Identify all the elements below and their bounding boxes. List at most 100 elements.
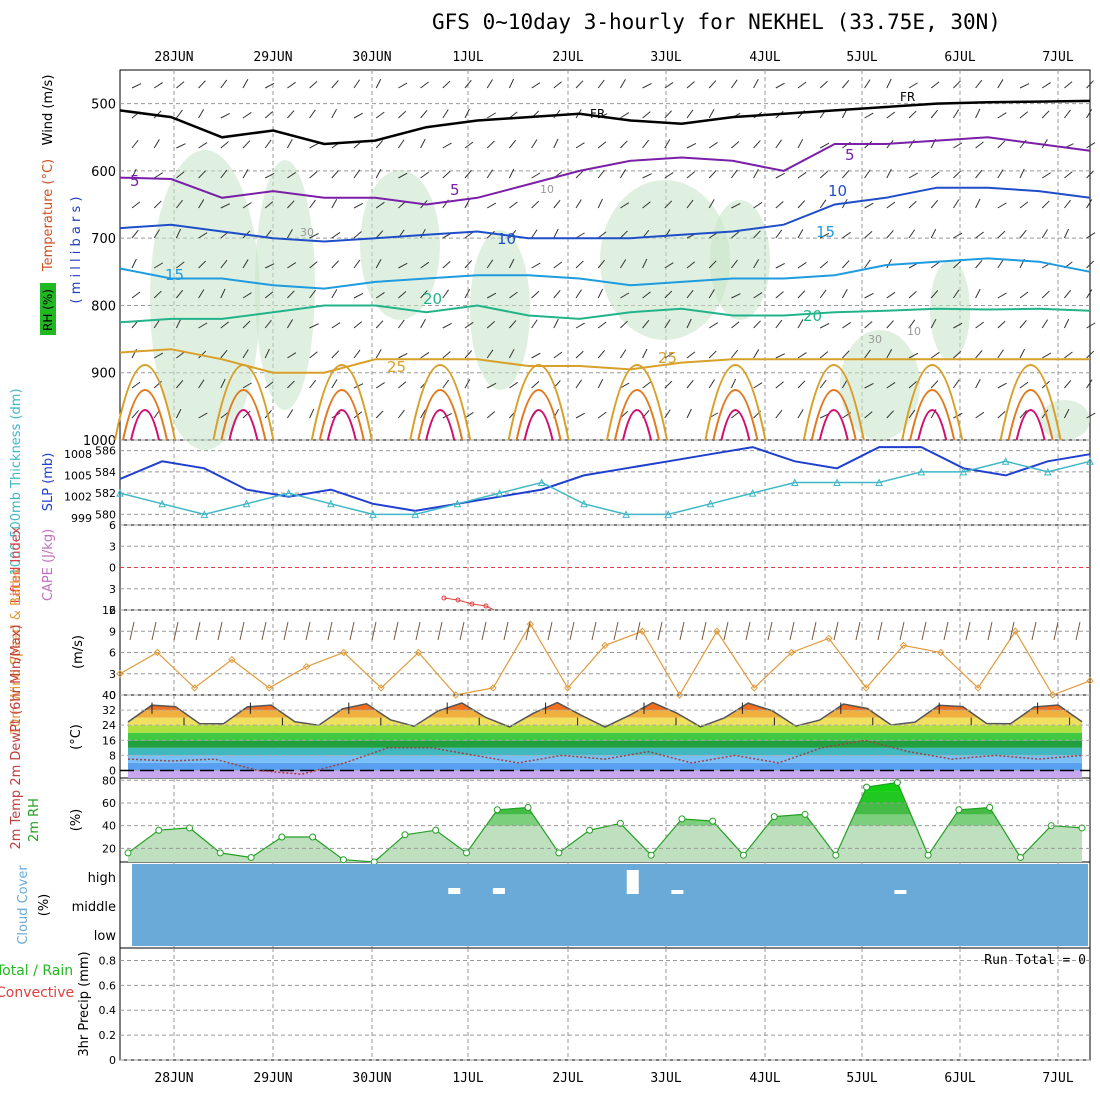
wind-barb xyxy=(464,350,473,359)
wind-barb xyxy=(642,291,651,299)
wind-barb xyxy=(908,172,918,179)
wind10-barb xyxy=(701,621,707,641)
wind-barb xyxy=(420,110,428,119)
wind10-barb xyxy=(965,621,971,641)
wind10-barb xyxy=(547,621,553,641)
wind-barb xyxy=(375,349,382,359)
wind-barb xyxy=(531,319,538,329)
wind-barb xyxy=(331,170,339,179)
lifted-index-marker xyxy=(455,597,461,603)
precip-tick-label: 0.8 xyxy=(99,954,117,967)
temp2m-line xyxy=(127,701,1083,728)
wind-barb xyxy=(886,201,896,209)
wind-barb xyxy=(597,259,605,269)
wind-tick-label: 9 xyxy=(109,625,116,638)
wind-barb xyxy=(331,108,337,119)
wind-barb xyxy=(131,291,141,299)
wind-barb xyxy=(619,79,626,89)
lifted-index-marker xyxy=(441,595,447,601)
wind10-marker xyxy=(489,684,497,692)
wind-barb xyxy=(708,322,718,329)
wind-barb xyxy=(398,172,408,179)
wind-barb xyxy=(620,230,628,239)
wind-barb xyxy=(198,109,205,119)
wind-barb xyxy=(975,350,983,359)
wind-barb xyxy=(486,320,495,329)
wind-barb xyxy=(420,261,430,269)
wind-barb xyxy=(842,260,850,269)
wind-barb xyxy=(619,259,627,269)
wind10-marker xyxy=(825,634,833,643)
wind-barb xyxy=(819,289,827,299)
precip-tick-label: 0.4 xyxy=(99,1004,117,1017)
top-date-label: 6JUL xyxy=(944,50,975,65)
wind-barb xyxy=(575,350,584,359)
wind-barb xyxy=(997,169,1004,179)
wind-barb xyxy=(708,199,715,209)
pressure-tick-label: 900 xyxy=(91,367,116,382)
wind-barb xyxy=(664,172,674,179)
wind-barb xyxy=(531,200,540,209)
rh2m-marker xyxy=(432,826,440,834)
rh2m-marker xyxy=(678,815,686,823)
wind-barb xyxy=(242,320,251,329)
isotherm-30-arc xyxy=(1007,389,1054,441)
rh2m-line xyxy=(127,781,1083,863)
wind-barb xyxy=(842,350,850,359)
wind-barb xyxy=(841,379,848,389)
wind-barb xyxy=(575,80,584,89)
wind-barb xyxy=(1086,109,1093,119)
wind-barb xyxy=(864,79,871,89)
wind-barb xyxy=(753,259,760,269)
bottom-date-label: 2JUL xyxy=(552,1071,583,1086)
wind-barb xyxy=(486,259,494,269)
wind-barb xyxy=(1041,139,1048,149)
wind-barb xyxy=(997,410,1006,419)
wind-barb xyxy=(686,199,694,209)
wind-barb xyxy=(775,353,786,359)
ylabel-rh: RH (%) xyxy=(41,289,55,331)
wind-barb xyxy=(908,352,919,359)
cloud-level-label: middle xyxy=(72,900,116,915)
wind-barb xyxy=(331,232,341,239)
wind-barb xyxy=(375,320,384,329)
wind-barb xyxy=(220,141,229,149)
wind-barb xyxy=(286,409,294,419)
rh-shading xyxy=(930,260,970,360)
temp-band xyxy=(128,717,1082,726)
wind-barb xyxy=(198,322,208,329)
wind-barb xyxy=(286,139,293,149)
wind10-marker xyxy=(1011,627,1020,635)
wind-barb xyxy=(1086,170,1094,179)
wind-barb xyxy=(664,380,673,389)
rh2m-marker xyxy=(524,804,532,812)
wind-barb xyxy=(176,199,183,209)
top-date-label: 5JUL xyxy=(846,50,877,65)
wind-barb xyxy=(175,228,182,239)
wind-tick-label: 6 xyxy=(109,647,116,660)
wind-barb xyxy=(775,201,784,209)
cloud-level-label: low xyxy=(94,929,117,944)
wind-barb xyxy=(1019,229,1027,239)
slp-tick-label: 1008 xyxy=(64,448,92,461)
wind-barb xyxy=(753,230,761,239)
ylabel-cloud: Cloud Cover xyxy=(16,865,31,945)
temp-band xyxy=(128,740,1082,748)
ylabel-slp: SLP (mb) xyxy=(41,453,56,512)
wind-barb xyxy=(398,381,407,389)
isotherm-35-arc xyxy=(917,409,948,441)
li-tick-label: 6 xyxy=(109,519,116,532)
wind-barb xyxy=(420,352,430,359)
wind-barb xyxy=(420,171,429,179)
wind-barb xyxy=(398,262,408,269)
wind-barb xyxy=(509,381,518,389)
isotherm-35-arc xyxy=(1015,409,1046,441)
wind-barb xyxy=(730,169,738,179)
wind-barb xyxy=(1041,229,1048,239)
isotherm-25-arc xyxy=(802,364,865,441)
wind-barb xyxy=(997,349,1004,359)
rh2m-area xyxy=(128,782,1082,862)
wind-barb xyxy=(242,202,252,209)
thickness-marker xyxy=(1001,457,1010,465)
wind-barb xyxy=(686,351,696,359)
